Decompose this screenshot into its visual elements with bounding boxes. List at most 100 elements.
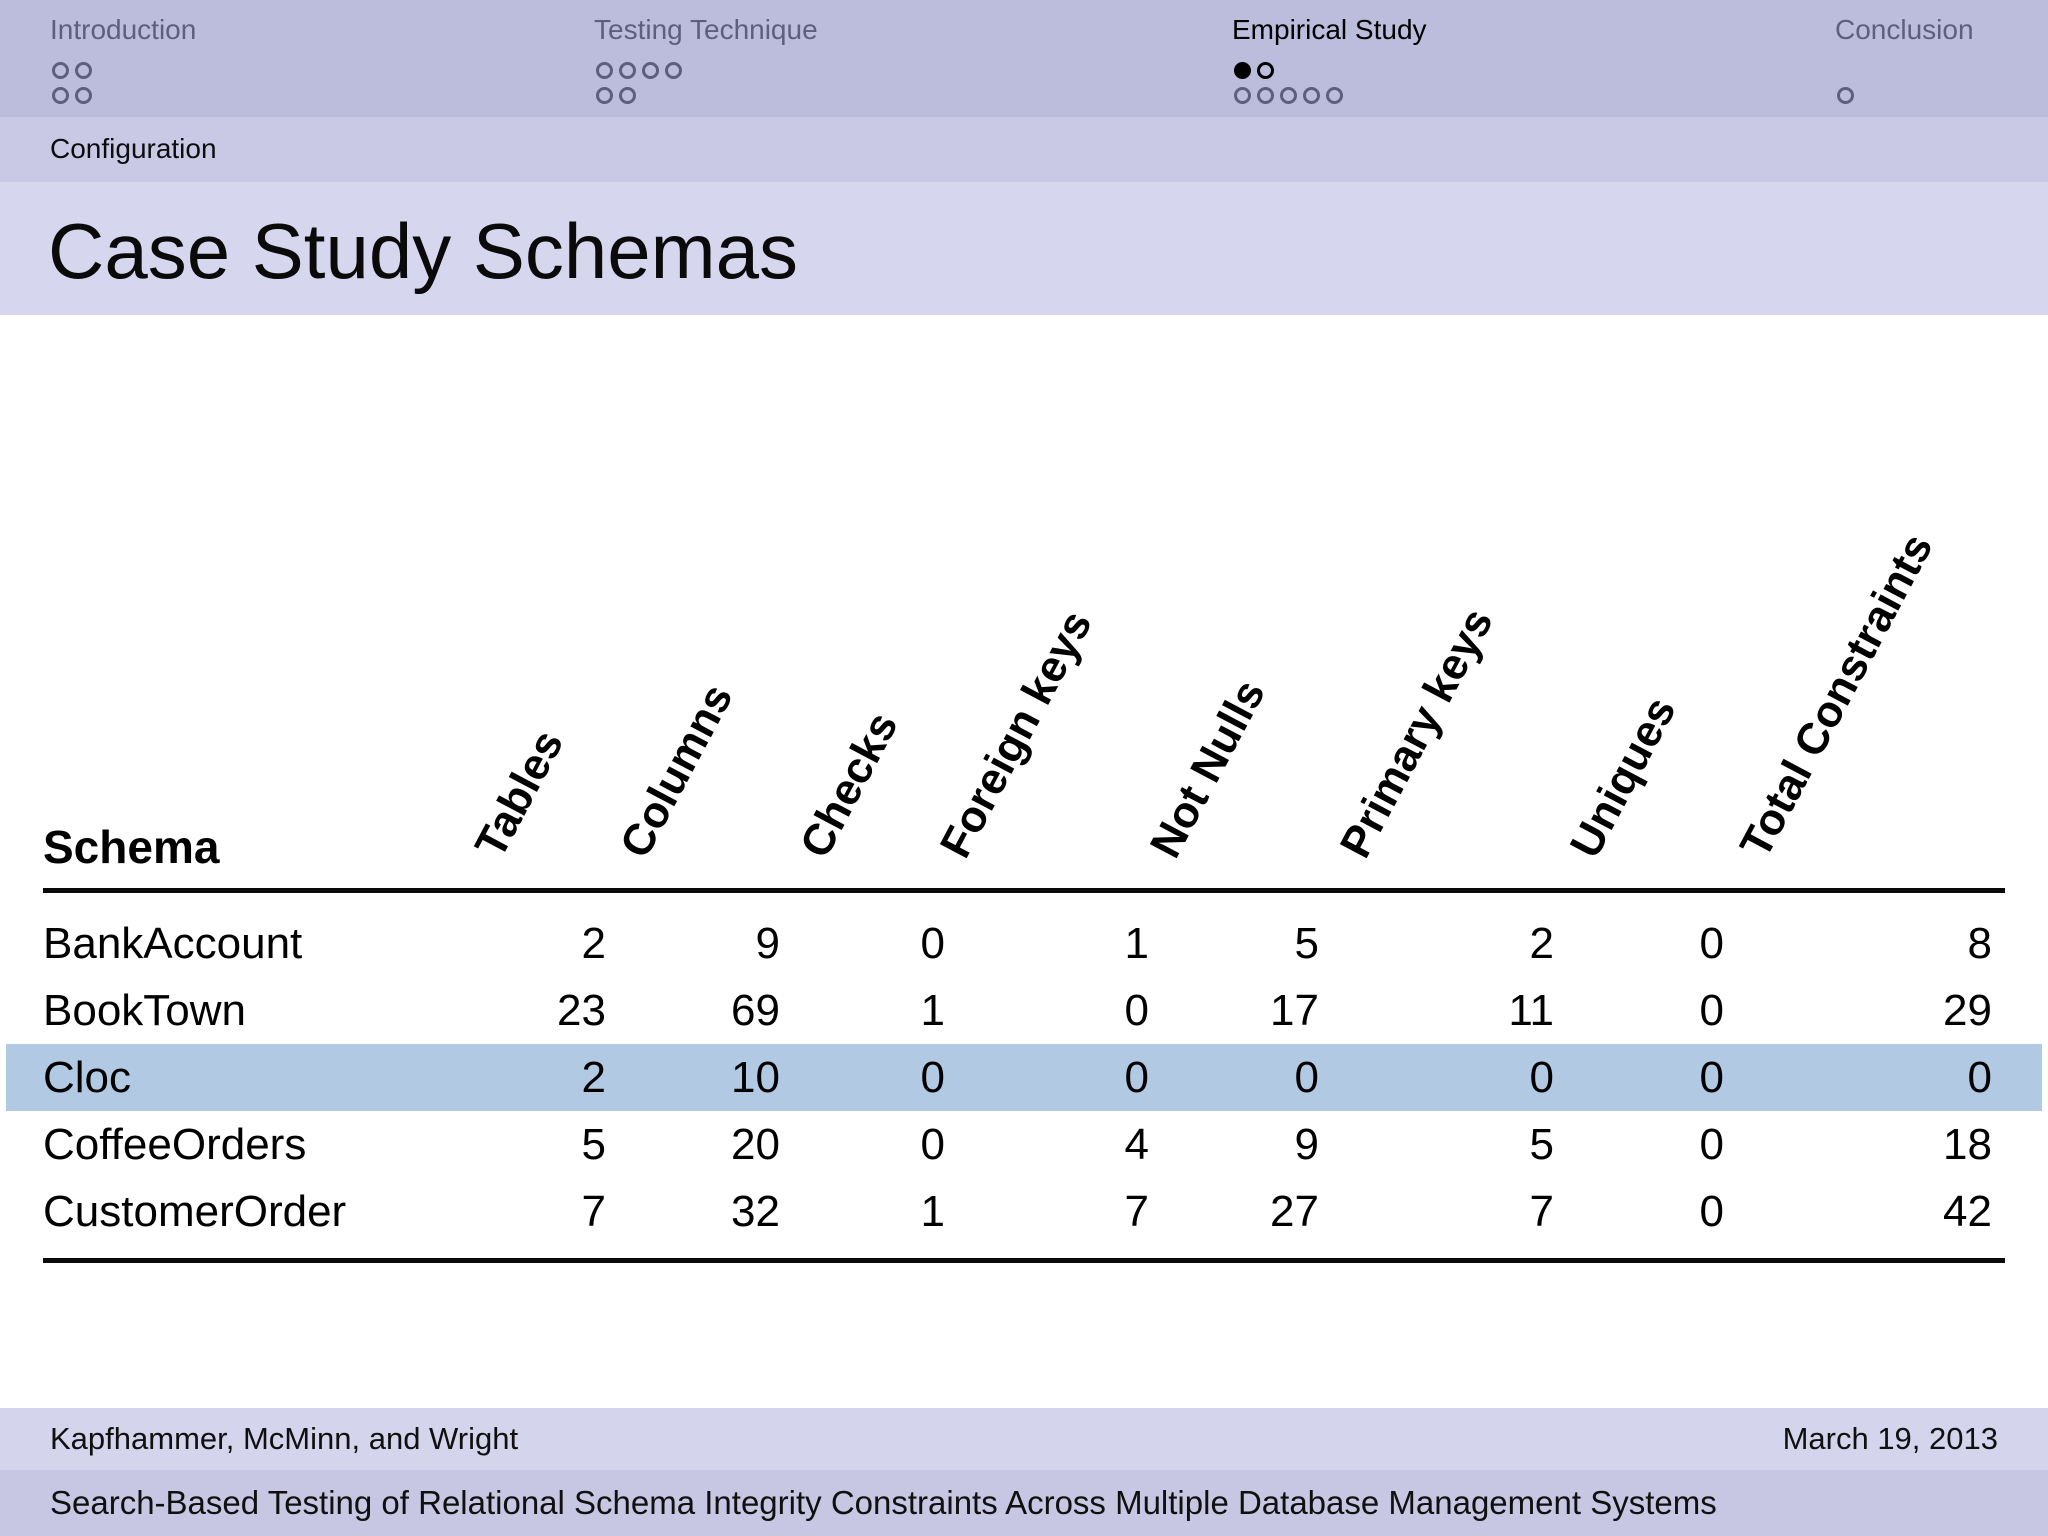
- slide-dot[interactable]: [52, 87, 69, 104]
- slide-dot[interactable]: [75, 87, 92, 104]
- slide-dot[interactable]: [596, 87, 613, 104]
- subsection-bar: Configuration: [0, 117, 2048, 182]
- not-nulls-value: 9: [1294, 1120, 1319, 1169]
- slide-dots-row[interactable]: [1234, 62, 1274, 80]
- foreign-keys-value: 7: [1124, 1187, 1149, 1236]
- slide-dot[interactable]: [1257, 62, 1274, 79]
- column-header-checks: Checks: [790, 704, 908, 866]
- slide-dots-row[interactable]: [52, 62, 92, 80]
- total-constraints-value: 8: [1967, 919, 1992, 968]
- slide-dot[interactable]: [1303, 87, 1320, 104]
- navigation-bar: Introduction Testing Technique Empirical…: [0, 0, 2048, 117]
- primary-keys-value: 2: [1529, 919, 1554, 968]
- slide-dot[interactable]: [1234, 87, 1251, 104]
- slide-dot[interactable]: [75, 62, 92, 79]
- slide-dot-current[interactable]: [1234, 62, 1251, 79]
- table-row: CustomerOrder 7 32 1 7 27 7 0 42: [6, 1178, 2042, 1245]
- column-header-primary-keys: Primary keys: [1330, 600, 1503, 866]
- foreign-keys-value: 4: [1124, 1120, 1149, 1169]
- tables-value: 23: [557, 986, 606, 1035]
- columns-value: 9: [755, 919, 780, 968]
- uniques-value: 0: [1699, 986, 1724, 1035]
- not-nulls-value: 5: [1294, 919, 1319, 968]
- slide-dot[interactable]: [596, 62, 613, 79]
- nav-section-label[interactable]: Introduction: [50, 14, 197, 45]
- tables-value: 5: [581, 1120, 606, 1169]
- footer-talk-title: Search-Based Testing of Relational Schem…: [50, 1484, 1717, 1521]
- slide-dot[interactable]: [1280, 87, 1297, 104]
- total-constraints-value: 18: [1943, 1120, 1992, 1169]
- uniques-value: 0: [1699, 1187, 1724, 1236]
- slide-dot[interactable]: [619, 62, 636, 79]
- columns-value: 20: [731, 1120, 780, 1169]
- slide-dot[interactable]: [52, 62, 69, 79]
- primary-keys-value: 5: [1529, 1120, 1554, 1169]
- uniques-value: 0: [1699, 1053, 1724, 1102]
- columns-value: 69: [731, 986, 780, 1035]
- slide-dots-row[interactable]: [1837, 87, 1854, 105]
- total-constraints-value: 42: [1943, 1187, 1992, 1236]
- footer-date: March 19, 2013: [1782, 1421, 1998, 1456]
- checks-value: 1: [920, 1187, 945, 1236]
- schema-name: CoffeeOrders: [43, 1120, 307, 1169]
- nav-section-label[interactable]: Testing Technique: [594, 14, 818, 45]
- schema-name: BookTown: [43, 986, 247, 1035]
- primary-keys-value: 0: [1529, 1053, 1554, 1102]
- columns-value: 32: [731, 1187, 780, 1236]
- tables-value: 7: [581, 1187, 606, 1236]
- checks-value: 0: [920, 919, 945, 968]
- foreign-keys-value: 0: [1124, 986, 1149, 1035]
- footer-title-bar: Search-Based Testing of Relational Schem…: [0, 1470, 2048, 1536]
- column-header-not-nulls: Not Nulls: [1140, 672, 1275, 866]
- slide-dots-row[interactable]: [52, 87, 92, 105]
- column-header-foreign-keys: Foreign keys: [930, 602, 1102, 866]
- column-header-tables: Tables: [465, 722, 574, 866]
- foreign-keys-value: 0: [1124, 1053, 1149, 1102]
- slide-dots-row[interactable]: [1234, 87, 1343, 105]
- slide-dot[interactable]: [665, 62, 682, 79]
- not-nulls-value: 0: [1294, 1053, 1319, 1102]
- row-header-schema: Schema: [43, 821, 220, 873]
- slide-dot[interactable]: [1837, 87, 1854, 104]
- checks-value: 0: [920, 1120, 945, 1169]
- table-row: BankAccount 2 9 0 1 5 2 0 8: [6, 910, 2042, 977]
- total-constraints-value: 0: [1967, 1053, 1992, 1102]
- primary-keys-value: 11: [1508, 986, 1554, 1035]
- slide-dot[interactable]: [1326, 87, 1343, 104]
- table-row-highlighted: Cloc 2 10 0 0 0 0 0 0: [6, 1044, 2042, 1111]
- not-nulls-value: 27: [1270, 1187, 1319, 1236]
- table-top-rule: [43, 888, 2005, 893]
- column-header-total-constraints: Total Constraints: [1730, 525, 1943, 866]
- schema-name: CustomerOrder: [43, 1187, 347, 1236]
- slide-dot[interactable]: [1257, 87, 1274, 104]
- slide-dot[interactable]: [619, 87, 636, 104]
- schema-name: BankAccount: [43, 919, 303, 968]
- slide-dots-row[interactable]: [596, 62, 682, 80]
- subsection-label: Configuration: [50, 133, 217, 164]
- uniques-value: 0: [1699, 1120, 1724, 1169]
- column-header-uniques: Uniques: [1560, 689, 1686, 866]
- nav-section-label[interactable]: Empirical Study: [1232, 14, 1427, 45]
- frame-title-bar: Case Study Schemas: [0, 182, 2048, 315]
- nav-section-label[interactable]: Conclusion: [1835, 14, 1974, 45]
- slide-dots-row[interactable]: [596, 87, 636, 105]
- uniques-value: 0: [1699, 919, 1724, 968]
- footer-author-bar: Kapfhammer, McMinn, and Wright March 19,…: [0, 1408, 2048, 1470]
- table-row: CoffeeOrders 5 20 0 4 9 5 0 18: [6, 1111, 2042, 1178]
- total-constraints-value: 29: [1943, 986, 1992, 1035]
- schema-name: Cloc: [43, 1053, 132, 1102]
- not-nulls-value: 17: [1270, 986, 1319, 1035]
- table-row: BookTown 23 69 1 0 17 11 0 29: [6, 977, 2042, 1044]
- columns-value: 10: [731, 1053, 780, 1102]
- slide-dot[interactable]: [642, 62, 659, 79]
- column-header-columns: Columns: [610, 676, 743, 866]
- primary-keys-value: 7: [1529, 1187, 1554, 1236]
- checks-value: 1: [920, 986, 945, 1035]
- tables-value: 2: [581, 919, 606, 968]
- tables-value: 2: [581, 1053, 606, 1102]
- footer-authors: Kapfhammer, McMinn, and Wright: [50, 1421, 519, 1456]
- page-title: Case Study Schemas: [48, 207, 799, 295]
- table-bottom-rule: [43, 1258, 2005, 1263]
- checks-value: 0: [920, 1053, 945, 1102]
